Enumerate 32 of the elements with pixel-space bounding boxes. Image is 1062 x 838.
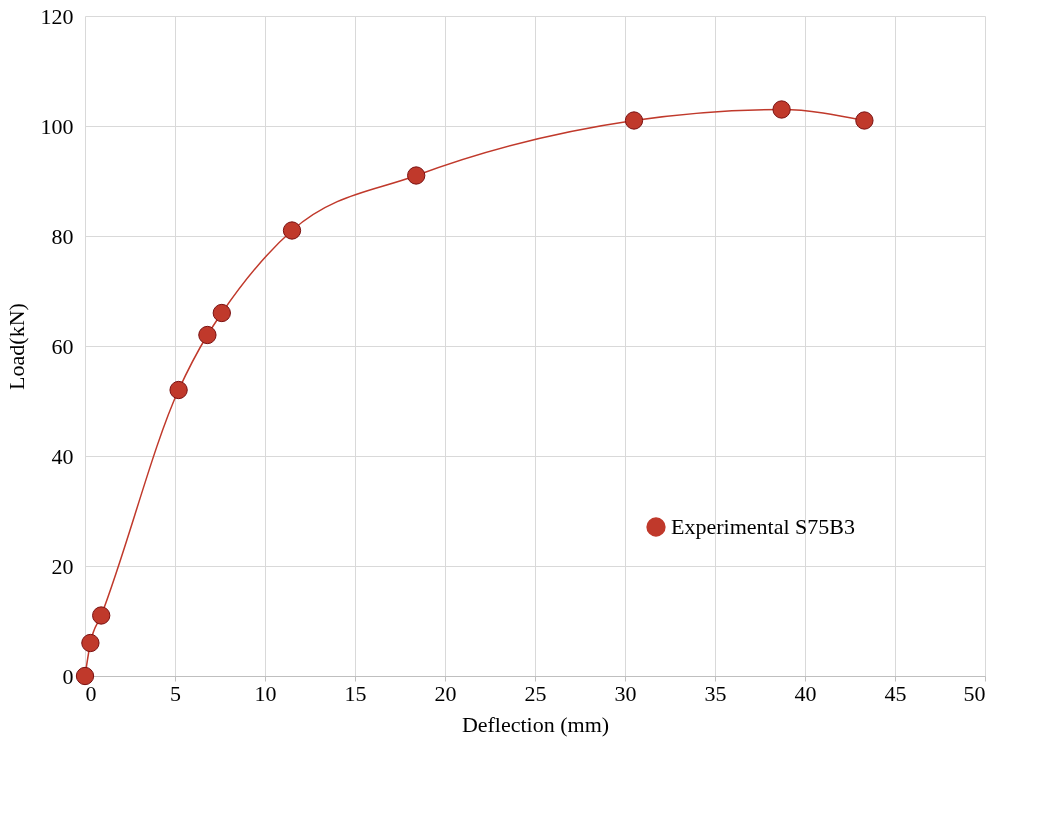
y-tick-label: 0 <box>62 663 74 689</box>
y-tick-label: 40 <box>51 443 74 469</box>
point <box>75 666 95 686</box>
y-tick-label: 80 <box>51 223 74 249</box>
x-tick-label: 20 <box>434 680 457 706</box>
point <box>282 221 302 240</box>
point <box>624 111 644 130</box>
y-tick-label: 120 <box>40 3 74 29</box>
y-tick-label: 60 <box>51 333 74 359</box>
y-tick-label: 100 <box>40 113 74 139</box>
y-axis-title: Load(kN) <box>3 303 29 390</box>
point <box>772 100 791 119</box>
x-tick-label: 30 <box>614 680 637 706</box>
legend-label: Experimental S75B3 <box>671 514 855 539</box>
point <box>92 606 111 625</box>
x-tick-label: 25 <box>524 680 547 706</box>
x-tick-label: 15 <box>344 680 367 706</box>
x-tick-label: 45 <box>884 680 907 706</box>
x-tick-label: 5 <box>170 680 181 706</box>
point <box>81 633 100 653</box>
point <box>169 380 188 400</box>
point <box>855 111 874 130</box>
point <box>198 325 217 345</box>
x-tick-label: 35 <box>704 680 727 706</box>
x-tick-label: 40 <box>794 680 817 706</box>
point <box>212 303 231 323</box>
x-axis-title: Deflection (mm) <box>461 711 610 737</box>
point <box>407 166 426 185</box>
x-tick-label: 0 <box>85 680 97 706</box>
y-tick-label: 20 <box>51 553 74 579</box>
x-tick-label: 50 <box>963 680 986 706</box>
x-tick-label: 10 <box>254 680 277 706</box>
